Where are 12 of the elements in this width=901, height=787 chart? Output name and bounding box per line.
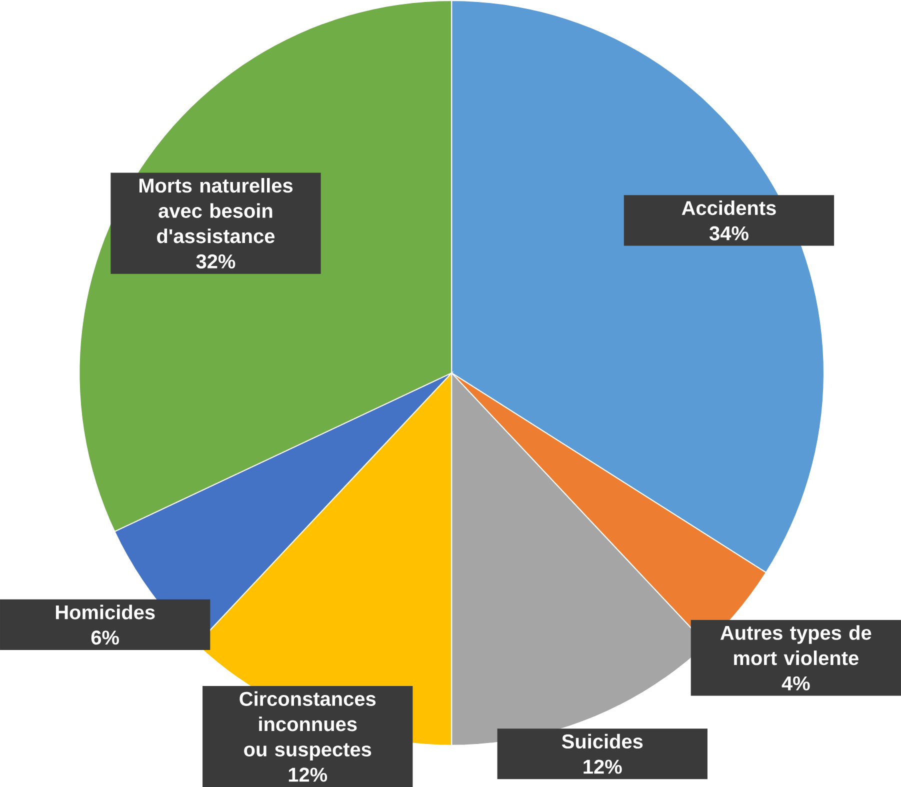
data-label: 12% [288,768,328,782]
slice-label: Accidents [682,200,776,216]
slice-label: Suicides [562,734,643,749]
data-label: 12% [584,760,622,774]
slice-label: Autres types de mort violente [720,625,872,666]
slice-label: Morts naturelles avec besoin d'assistance [139,178,293,244]
data-label: 4% [782,676,810,690]
data-label: 34% [709,226,748,240]
data-label: 6% [91,630,119,645]
slice-label: Homicides [56,604,155,620]
slice-label: Circonstances inconnues ou suspectes [240,691,376,760]
data-label: 32% [196,254,236,268]
